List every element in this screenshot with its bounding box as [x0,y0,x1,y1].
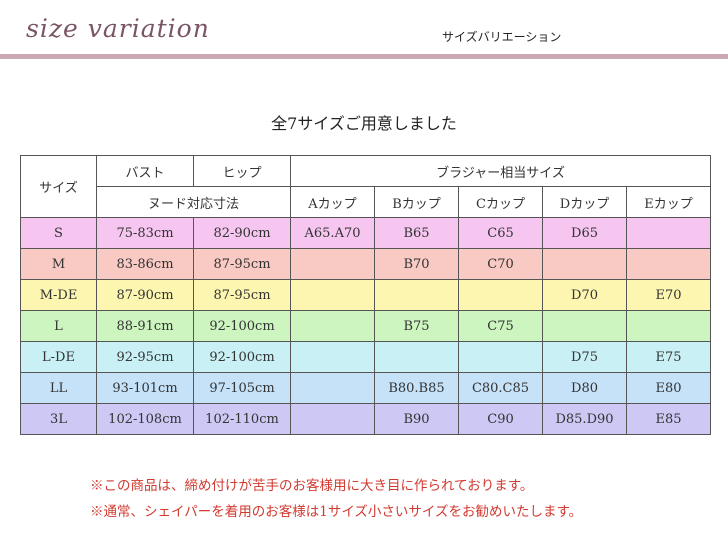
hip-cell: 87-95cm [193,279,291,311]
cup-header: Eカップ [626,186,711,218]
cup-header: Aカップ [290,186,375,218]
cup-cell: E85 [626,403,711,435]
cup-cell [374,279,459,311]
cup-cell: B80.B85 [374,372,459,404]
cup-cell: C65 [458,217,543,249]
nude-header: ヌード対応寸法 [96,186,291,218]
size-cell: M [20,248,97,280]
table-header-row: サイズ バスト ヒップ ブラジャー相当サイズ [20,155,711,218]
cup-cell [374,341,459,373]
cup-cell: B70 [374,248,459,280]
table-row: LL 93-101cm 97-105cm B80.B85 C80.C85 D80 E80 [20,372,711,404]
page-subtitle: サイズバリエーション [442,30,562,44]
cup-cell: A65.A70 [290,217,375,249]
cup-cell [290,279,375,311]
cup-cell: B65 [374,217,459,249]
table-row: L-DE 92-95cm 92-100cm D75 E75 [20,341,711,373]
size-rows: S 75-83cm 82-90cm A65.A70 B65 C65 D65 M 83-86cm 8… [20,217,711,435]
cup-cell: D65 [542,217,627,249]
bust-cell: 75-83cm [96,217,194,249]
cup-cell: B90 [374,403,459,435]
page-title: size variation [26,14,210,43]
hip-cell: 92-100cm [193,310,291,342]
cup-header: Cカップ [458,186,543,218]
hip-cell: 82-90cm [193,217,291,249]
hip-cell: 87-95cm [193,248,291,280]
cup-cell: D70 [542,279,627,311]
cup-cell [290,310,375,342]
note-line: ※この商品は、締め付けが苦手のお客様用に大き目に作られております。 [90,478,534,494]
cup-cell: D85.D90 [542,403,627,435]
table-row: 3L 102-108cm 102-110cm B90 C90 D85.D90 E85 [20,403,711,435]
size-cell: M-DE [20,279,97,311]
note-line: ※通常、シェイパーを着用のお客様は1サイズ小さいサイズをお勧めいたします。 [90,504,583,520]
table-row: L 88-91cm 92-100cm B75 C75 [20,310,711,342]
size-cell: LL [20,372,97,404]
hip-cell: 97-105cm [193,372,291,404]
cup-header: Dカップ [542,186,627,218]
cup-cell: D80 [542,372,627,404]
size-cell: 3L [20,403,97,435]
cup-cell: B75 [374,310,459,342]
table-row: M 83-86cm 87-95cm B70 C70 [20,248,711,280]
bust-cell: 102-108cm [96,403,194,435]
bust-cell: 87-90cm [96,279,194,311]
size-cell: L-DE [20,341,97,373]
cup-cell: C90 [458,403,543,435]
cup-cell: C75 [458,310,543,342]
cup-cell [626,248,711,280]
table-row: S 75-83cm 82-90cm A65.A70 B65 C65 D65 [20,217,711,249]
size-cell: S [20,217,97,249]
hip-cell: 92-100cm [193,341,291,373]
cup-header: Bカップ [374,186,459,218]
hip-cell: 102-110cm [193,403,291,435]
cup-cell [542,248,627,280]
cup-cell [626,217,711,249]
cup-cell: E80 [626,372,711,404]
size-cell: L [20,310,97,342]
bust-cell: 83-86cm [96,248,194,280]
cup-cell: E75 [626,341,711,373]
header-divider [0,54,728,59]
intro-text: 全7サイズご用意しました [271,114,457,133]
size-table: サイズ バスト ヒップ ブラジャー相当サイズ ヌード対応寸法 Aカップ Bカップ… [20,155,711,435]
cup-cell [542,310,627,342]
size-header: サイズ [20,155,97,218]
bust-header: バスト [96,155,194,187]
hip-header: ヒップ [193,155,291,187]
table-subheader-row: ヌード対応寸法 Aカップ Bカップ Cカップ Dカップ Eカップ [21,186,711,218]
cup-cell [290,341,375,373]
bust-cell: 92-95cm [96,341,194,373]
cup-cell [458,341,543,373]
cup-cell: C70 [458,248,543,280]
cup-cell: C80.C85 [458,372,543,404]
cup-cell [290,403,375,435]
cup-cell [458,279,543,311]
bust-cell: 93-101cm [96,372,194,404]
cup-cell [626,310,711,342]
bra-header: ブラジャー相当サイズ [290,155,711,187]
cup-cell [290,248,375,280]
cup-cell [290,372,375,404]
table-row: M-DE 87-90cm 87-95cm D70 E70 [20,279,711,311]
notes: ※この商品は、締め付けが苦手のお客様用に大き目に作られております。 ※通常、シェ… [90,473,582,525]
cup-cell: D75 [542,341,627,373]
bust-cell: 88-91cm [96,310,194,342]
cup-cell: E70 [626,279,711,311]
